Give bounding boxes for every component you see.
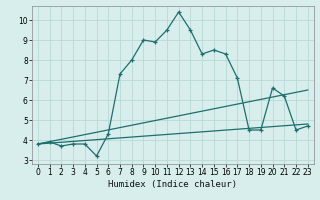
X-axis label: Humidex (Indice chaleur): Humidex (Indice chaleur) (108, 180, 237, 189)
